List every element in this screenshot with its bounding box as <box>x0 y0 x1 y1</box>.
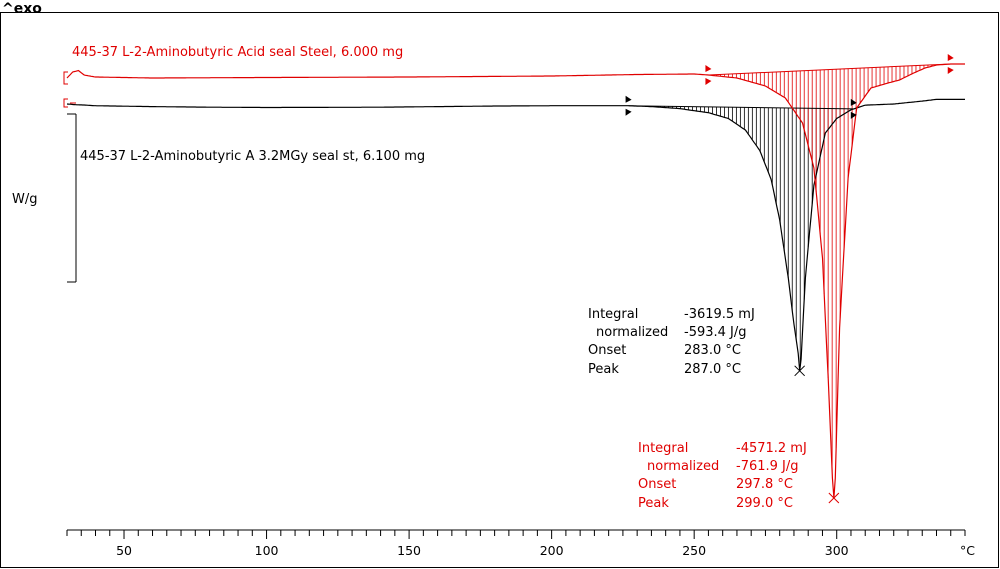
red-integration-hatch <box>712 64 949 472</box>
x-tick-label: 50 <box>116 543 132 558</box>
limit-marker-top <box>625 95 632 103</box>
x-unit-label: °C <box>960 543 975 558</box>
red-start-bracket <box>63 71 68 85</box>
exo-label: ^exo <box>2 1 42 17</box>
red-normalized-value: -761.9 J/g <box>736 459 799 474</box>
red-peak-value: 299.0 °C <box>736 496 793 511</box>
peak-cross-stroke <box>828 492 840 504</box>
black-normalized-label: normalized <box>596 325 668 340</box>
limit-marker-top <box>947 54 954 61</box>
legend-red-series: 445-37 L-2-Aminobutyric Acid seal Steel,… <box>72 45 403 60</box>
peak-cross-stroke <box>794 365 806 377</box>
red-integration-baseline <box>708 63 951 76</box>
x-minor-ticks <box>66 530 966 539</box>
black-peak-value: 287.0 °C <box>684 362 741 377</box>
black-integral-label: Integral <box>588 307 638 322</box>
black-onset-label: Onset <box>588 343 626 358</box>
annotation-red: Integral normalized Onset Peak -4571.2 m… <box>638 441 807 511</box>
limit-marker-bottom <box>850 111 857 119</box>
red-peak-label: Peak <box>638 496 669 511</box>
red-integral-value: -4571.2 mJ <box>736 441 807 456</box>
black-start-bracket <box>63 98 68 108</box>
x-tick-label: 100 <box>255 543 279 558</box>
black-peak-label: Peak <box>588 362 619 377</box>
red-integral-label: Integral <box>638 441 688 456</box>
x-tick-labels: 50 100 150 200 250 300 <box>116 543 849 558</box>
x-tick-label: 300 <box>825 543 849 558</box>
red-onset-label: Onset <box>638 477 676 492</box>
limit-marker-top <box>705 65 712 72</box>
series-line-red <box>66 63 965 499</box>
series-line-black <box>66 98 965 371</box>
peak-marker-black <box>794 365 806 377</box>
annotation-black: Integral normalized Onset Peak -3619.5 m… <box>588 307 755 377</box>
limit-marker-bottom <box>947 67 954 74</box>
x-tick-label: 200 <box>540 543 564 558</box>
limit-marker-bottom <box>705 78 712 85</box>
limit-marker-bottom <box>625 108 632 116</box>
peak-marker-red <box>828 492 840 504</box>
black-onset-value: 283.0 °C <box>684 343 741 358</box>
red-normalized-label: normalized <box>647 459 719 474</box>
black-integration-baseline <box>628 105 854 110</box>
black-integral-value: -3619.5 mJ <box>684 307 755 322</box>
x-tick-label: 150 <box>397 543 421 558</box>
y-scale-bar <box>67 113 77 283</box>
black-normalized-value: -593.4 J/g <box>684 325 747 340</box>
integration-limit-markers <box>625 54 954 119</box>
limit-marker-top <box>850 98 857 106</box>
plot-frame <box>0 12 999 568</box>
red-onset-value: 297.8 °C <box>736 477 793 492</box>
x-tick-label: 250 <box>682 543 706 558</box>
y-axis-label: W/g <box>12 192 38 207</box>
legend-black-series: 445-37 L-2-Aminobutyric A 3.2MGy seal st… <box>80 149 425 164</box>
